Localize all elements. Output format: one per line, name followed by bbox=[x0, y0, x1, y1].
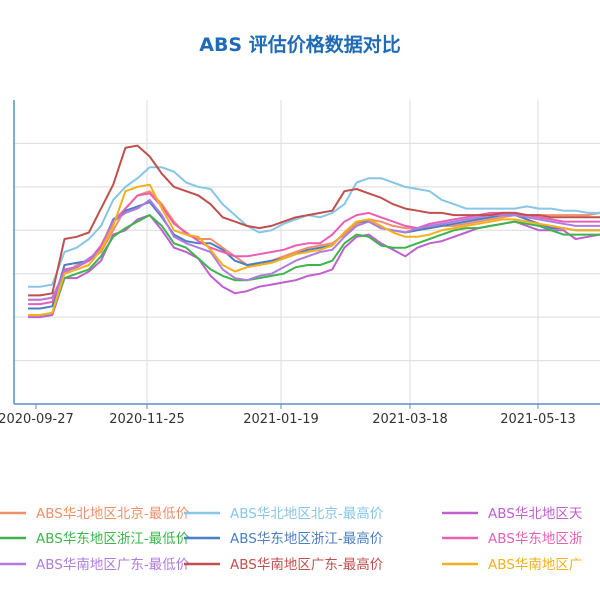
legend-item[interactable]: ABS华南地区广 bbox=[488, 557, 582, 573]
series-line-1 bbox=[28, 190, 600, 301]
series-line-7 bbox=[28, 198, 600, 301]
legend-item[interactable]: ABS华北地区北京-最低价 bbox=[36, 506, 190, 522]
legend-item[interactable]: ABS华东地区浙江-最高价 bbox=[230, 530, 384, 547]
x-tick-label: 2021-01-19 bbox=[243, 412, 319, 427]
legend-item[interactable]: ABS华东地区浙 bbox=[488, 531, 582, 547]
series-line-9 bbox=[28, 183, 600, 316]
legend: ABS华北地区北京-最低价 ABS华北地区北京-最高价 ABS华北地区天 ABS华东地… bbox=[0, 505, 583, 573]
series-line-4 bbox=[28, 214, 600, 316]
series-line-2 bbox=[28, 166, 600, 288]
x-tick-label: 2021-03-18 bbox=[372, 412, 448, 427]
series-line-5 bbox=[28, 201, 600, 310]
legend-item[interactable]: ABS华北地区天 bbox=[488, 506, 583, 522]
legend-item[interactable]: ABS华南地区广东-最高价 bbox=[230, 556, 384, 573]
x-tick-label: 2020-11-25 bbox=[109, 412, 185, 427]
x-tick-label: 2020-09-27 bbox=[0, 412, 74, 427]
x-tick-label: 2021-05-13 bbox=[500, 412, 576, 427]
legend-item[interactable]: ABS华北地区北京-最高价 bbox=[230, 505, 384, 522]
legend-item[interactable]: ABS华南地区广东-最低价 bbox=[36, 557, 190, 573]
legend-item[interactable]: ABS华东地区浙江-最低价 bbox=[36, 531, 190, 547]
axes: 2020-09-27 2020-11-25 2021-01-19 2021-03-18… bbox=[0, 100, 600, 427]
chart-title: ABS 评估价格数据对比 bbox=[199, 34, 401, 56]
series-lines bbox=[28, 144, 600, 319]
series-line-8 bbox=[28, 144, 600, 297]
